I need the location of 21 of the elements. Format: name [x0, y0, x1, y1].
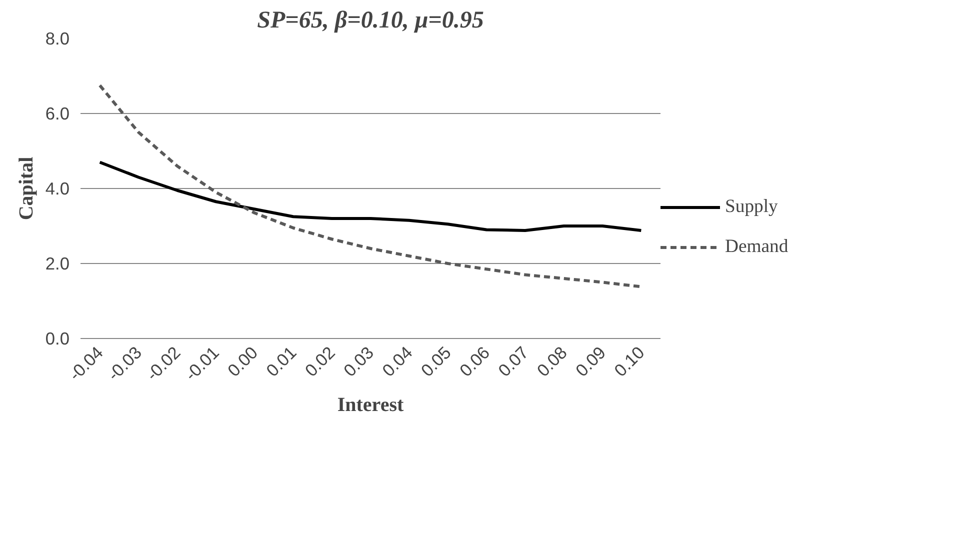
chart-title: SP=65, β=0.10, μ=0.95: [257, 8, 484, 34]
x-axis-title: Interest: [337, 394, 404, 416]
x-tick-label: 0.01: [262, 342, 300, 380]
x-tick-label: 0.06: [456, 342, 494, 380]
y-tick-label: 0.0: [45, 328, 70, 348]
x-tick-label: 0.02: [300, 342, 339, 380]
y-tick-label: 2.0: [45, 254, 70, 274]
x-tick-label: 0.08: [532, 342, 571, 380]
x-tick-label: 0.05: [416, 342, 455, 380]
y-axis-title: Capital: [15, 156, 38, 220]
x-tick-label: 0.10: [610, 342, 648, 380]
y-tick-label: 8.0: [45, 28, 70, 48]
legend-label: Demand: [725, 236, 788, 258]
x-tick-label: 0.09: [572, 342, 610, 380]
y-tick-label: 6.0: [45, 104, 70, 124]
legend-label: Supply: [725, 196, 778, 218]
x-tick-label: 0.00: [224, 342, 262, 380]
y-tick-label: 4.0: [45, 178, 70, 198]
line-series: [98, 160, 643, 232]
x-tick-label: 0.03: [340, 342, 378, 380]
x-tick-label: 0.04: [378, 342, 416, 380]
